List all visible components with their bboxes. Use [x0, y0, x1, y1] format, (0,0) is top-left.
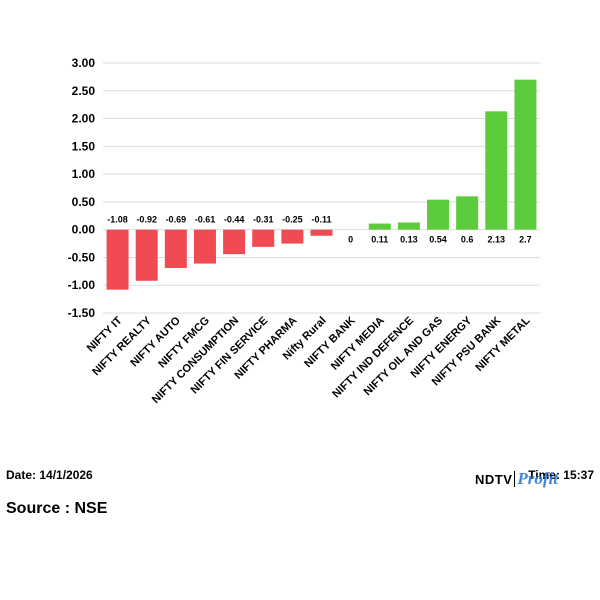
bar: [252, 229, 275, 247]
bar: [193, 229, 216, 264]
logo-ndtv-text: NDTV: [475, 471, 513, 487]
y-tick-label: 2.00: [72, 112, 96, 126]
data-label: -0.11: [311, 215, 331, 225]
data-label: 0.13: [400, 235, 418, 245]
data-label: 2.7: [519, 235, 532, 245]
data-label: -0.61: [195, 215, 216, 225]
source-label: Source : NSE: [6, 500, 108, 517]
bar: [397, 222, 420, 230]
data-label: 0.11: [371, 235, 388, 245]
y-tick-label: 0.00: [72, 223, 96, 237]
data-label: -0.25: [282, 215, 303, 225]
y-tick-label: -0.50: [68, 250, 96, 264]
y-tick-label: 3.00: [72, 56, 96, 70]
bar: [223, 229, 246, 255]
data-label: 0.54: [429, 235, 447, 245]
bar: [135, 229, 158, 281]
data-label: -0.44: [224, 215, 245, 225]
bar: [456, 196, 479, 230]
data-label: -1.08: [107, 215, 128, 225]
y-tick-label: 1.00: [72, 167, 96, 181]
date-label: Date: 14/1/2026: [6, 468, 93, 482]
bar: [310, 229, 333, 236]
data-label: -0.92: [136, 215, 157, 225]
y-tick-label: -1.00: [68, 278, 96, 292]
bar: [427, 199, 450, 230]
time-label: Time: 15:37: [528, 468, 594, 482]
bar: [164, 229, 187, 268]
bar: [368, 223, 391, 230]
logo-divider: [514, 471, 516, 487]
ndtv-profit-logo: NDTV Profit: [475, 468, 558, 490]
bar: [514, 79, 537, 230]
y-tick-label: 0.50: [72, 195, 96, 209]
data-label: 0: [348, 235, 353, 245]
bar-chart: 3.00 2.50 2.00 1.50 1.00 0.50 0.00 -0.50 -1.00 -1…: [68, 56, 540, 406]
y-tick-label: 1.50: [72, 139, 96, 153]
y-tick-label: 2.50: [72, 84, 96, 98]
logo-profit-text: Profit: [517, 469, 558, 488]
data-label: -0.69: [166, 215, 187, 225]
y-tick-label: -1.50: [68, 306, 96, 320]
data-label: 0.6: [461, 235, 474, 245]
bar: [106, 229, 129, 290]
data-label: 2.13: [488, 235, 506, 245]
bar: [485, 111, 508, 230]
bar: [281, 229, 304, 244]
data-label: -0.31: [253, 215, 274, 225]
